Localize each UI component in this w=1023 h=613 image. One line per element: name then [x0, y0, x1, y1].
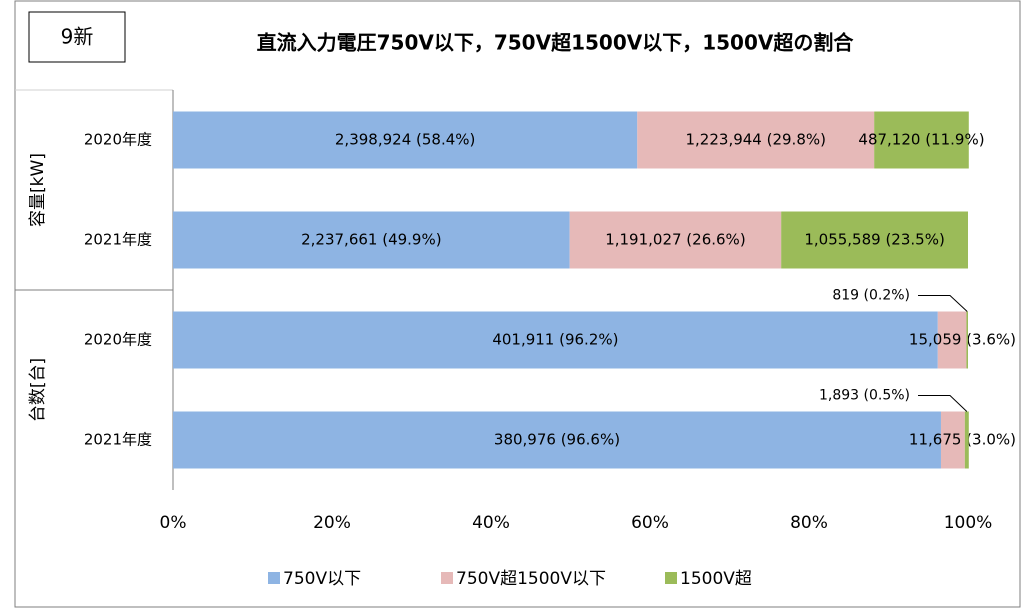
badge: 9新	[61, 25, 94, 49]
legend-label: 750V以下	[283, 569, 361, 589]
y-tick-label: 2020年度	[84, 131, 152, 149]
y-tick-label: 2021年度	[84, 431, 152, 449]
bar-segment	[964, 411, 969, 469]
bar-segment	[874, 111, 969, 169]
bar-segment	[173, 111, 638, 169]
legend-swatch	[665, 572, 677, 584]
data-label: 380,976 (96.6%)	[494, 431, 620, 449]
y-tick-label: 2021年度	[84, 231, 152, 249]
data-label: 1,223,944 (29.8%)	[686, 131, 826, 149]
bar-segment	[940, 411, 965, 469]
data-label: 487,120 (11.9%)	[858, 131, 984, 149]
x-tick-label: 60%	[631, 513, 669, 533]
bar-segment	[781, 211, 968, 269]
group-label: 台数[台]	[28, 358, 48, 422]
bar-segment	[937, 311, 967, 369]
x-tick-label: 20%	[313, 513, 351, 533]
data-label: 11,675 (3.0%)	[909, 431, 1016, 449]
x-tick-label: 100%	[944, 513, 993, 533]
data-label: 1,055,589 (23.5%)	[804, 231, 944, 249]
data-label: 401,911 (96.2%)	[492, 331, 618, 349]
legend-label: 1500V超	[680, 569, 752, 589]
data-label: 2,398,924 (58.4%)	[335, 131, 475, 149]
data-label: 819 (0.2%)	[832, 288, 910, 304]
bar-segment	[173, 311, 938, 369]
leader-line	[918, 295, 968, 312]
legend-label: 750V超1500V以下	[456, 569, 606, 589]
bar-segment	[173, 411, 941, 469]
data-label: 2,237,661 (49.9%)	[301, 231, 441, 249]
x-tick-label: 0%	[160, 513, 187, 533]
x-tick-label: 80%	[790, 513, 828, 533]
data-label: 1,893 (0.5%)	[819, 388, 910, 404]
data-label: 1,191,027 (26.6%)	[605, 231, 745, 249]
y-tick-label: 2020年度	[84, 331, 152, 349]
data-label: 15,059 (3.6%)	[909, 331, 1016, 349]
bar-segment	[966, 311, 968, 369]
bar-segment	[173, 211, 570, 269]
bar-segment	[569, 211, 782, 269]
badge-box	[28, 11, 126, 63]
x-tick-label: 40%	[472, 513, 510, 533]
bar-segment	[637, 111, 875, 169]
legend-swatch	[268, 572, 280, 584]
frame	[14, 0, 1021, 608]
chart-title: 直流入力電圧750V以下，750V超1500V以下，1500V超の割合	[257, 31, 855, 55]
legend-swatch	[441, 572, 453, 584]
leader-line	[918, 395, 968, 412]
group-label: 容量[kW]	[28, 153, 48, 227]
